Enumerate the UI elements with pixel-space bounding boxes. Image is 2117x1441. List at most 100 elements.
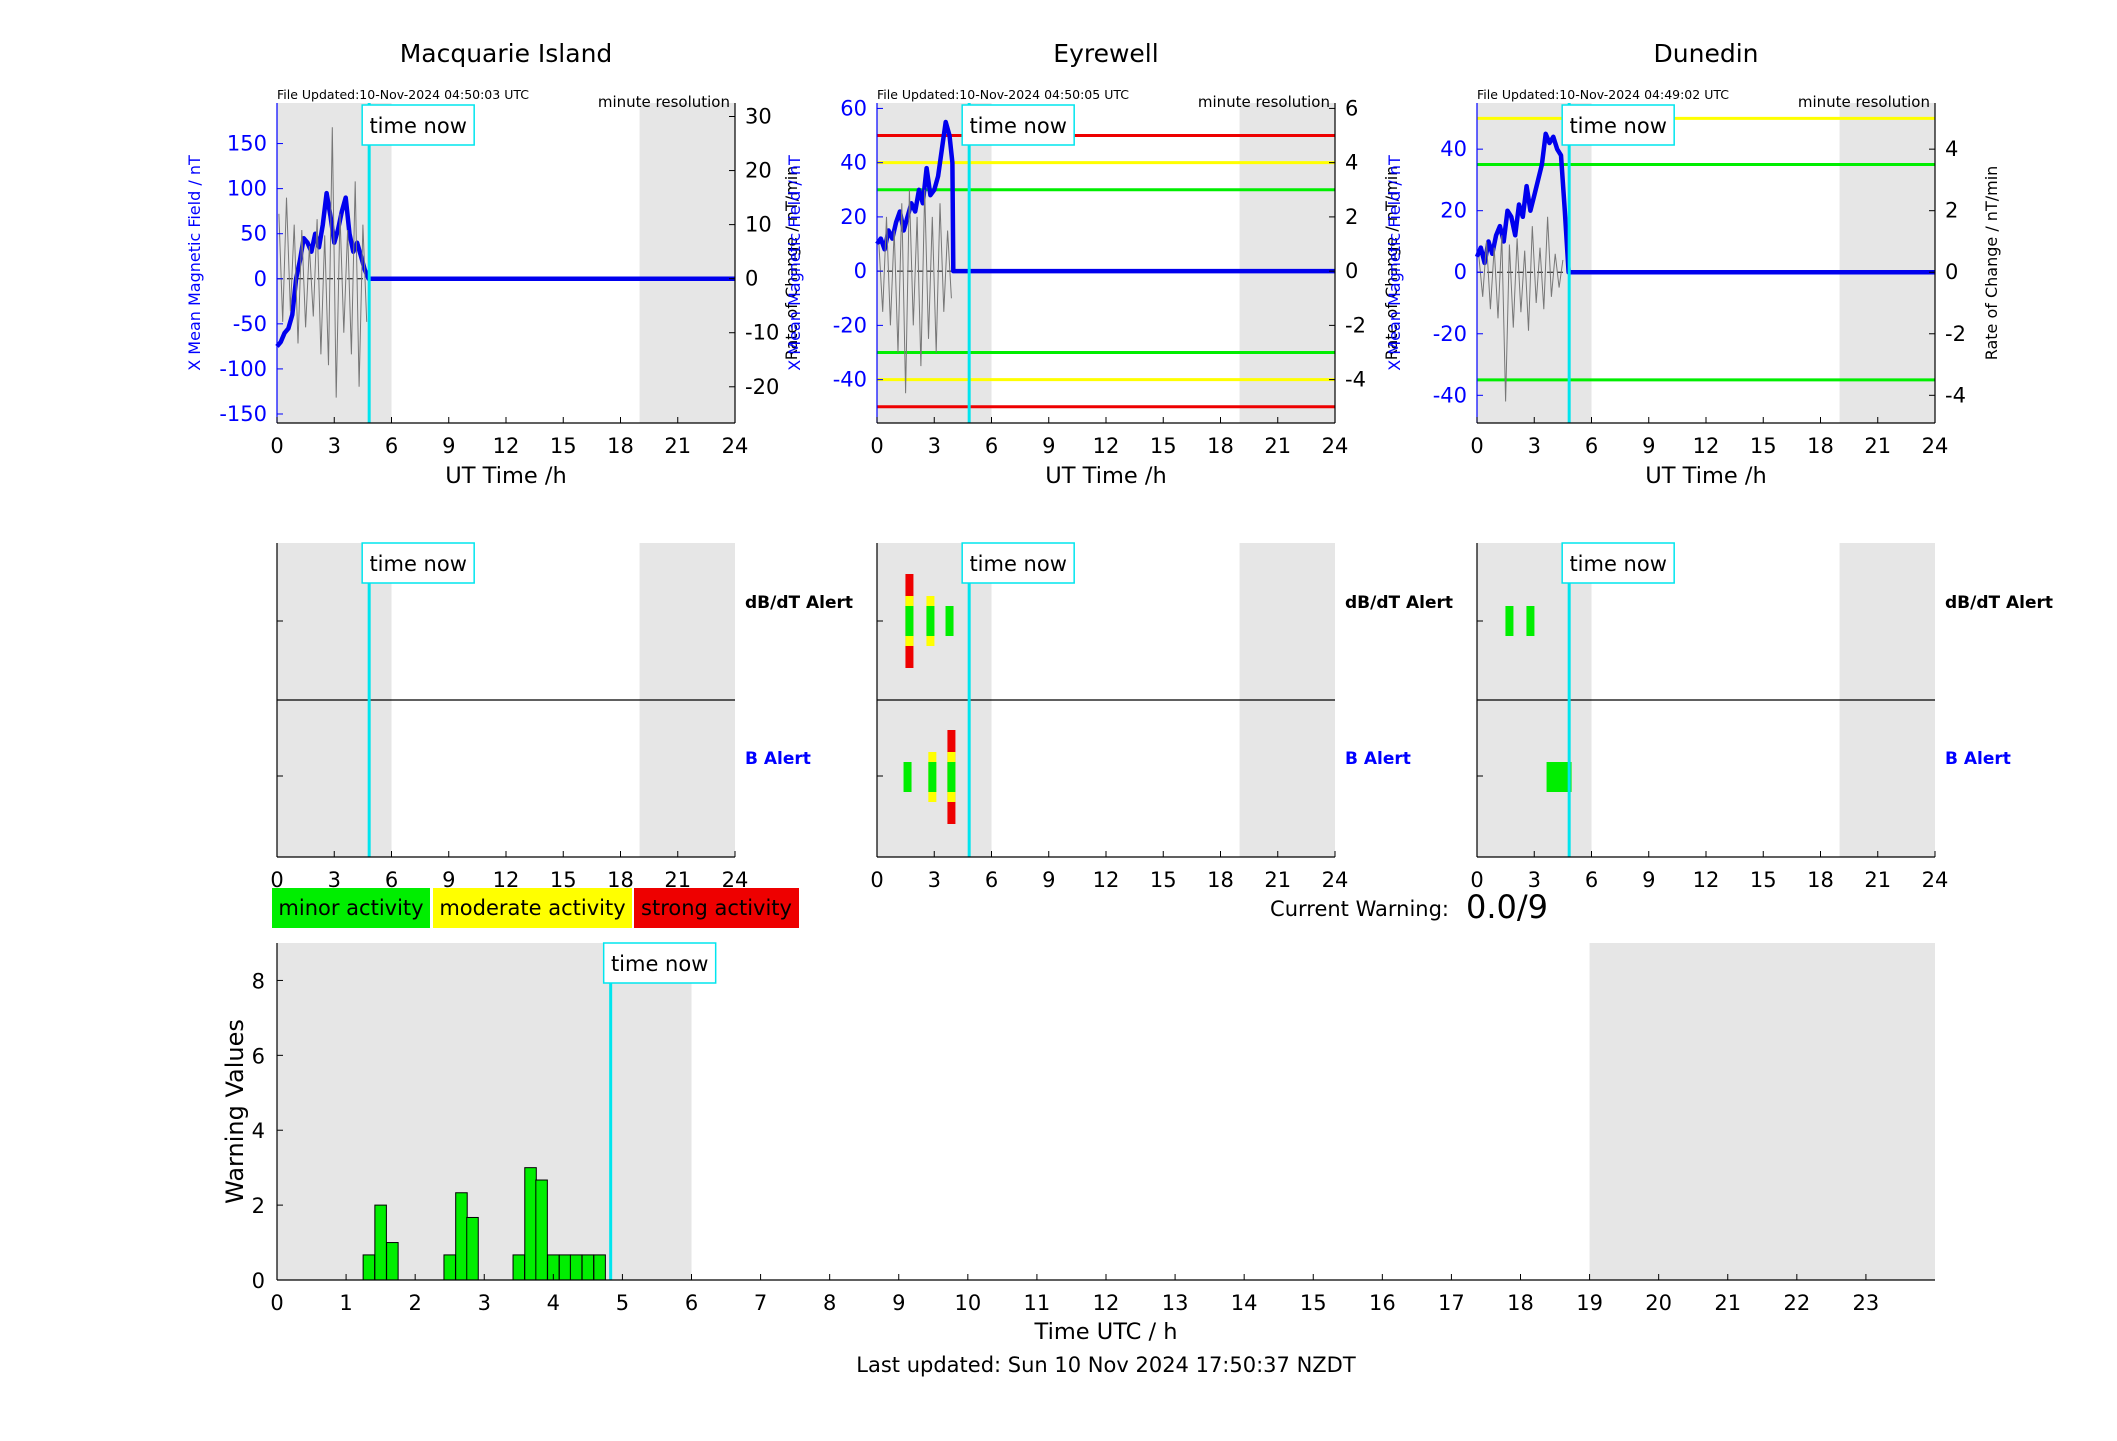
- warning-xtick-label-11: 11: [1024, 1291, 1051, 1315]
- panel-2-alert-xtick-label-3: 9: [1042, 868, 1055, 892]
- panel-1-b-label: B Alert: [745, 749, 811, 769]
- warning-time-now-box: [602, 942, 717, 984]
- warning-xlabel: Time UTC / h: [1034, 1319, 1178, 1345]
- panel-3-b-alert-0-minor: [1546, 762, 1572, 792]
- warning-xtick-label-10: 10: [954, 1291, 981, 1315]
- panel-1-shade-1: [639, 103, 735, 423]
- warning-bar-4: [455, 1192, 468, 1281]
- panel-2-ytick-left-label-4: 40: [840, 151, 867, 175]
- panel-2-b-alert-1-minor: [928, 762, 937, 792]
- warning-xtick-label-2: 2: [408, 1291, 421, 1315]
- panel-1-xtick-label-0: 0: [270, 434, 283, 458]
- panel-1-ytick-left-label-0: -150: [219, 402, 267, 426]
- panel-3-ytick-left-label-1: -20: [1433, 322, 1467, 346]
- panel-2-resolution: minute resolution: [1198, 93, 1330, 111]
- panel-2-ytick-right-label-4: 4: [1345, 151, 1358, 175]
- warning-xtick-label-13: 13: [1162, 1291, 1189, 1315]
- panel-1-xtick-label-4: 12: [493, 434, 520, 458]
- panel-2-alert-time-now-label: time now: [969, 552, 1066, 576]
- panel-3-alert-xtick-label-4: 12: [1693, 868, 1720, 892]
- warning-shade-0: [277, 943, 692, 1280]
- panel-2-x-field-line: [875, 119, 1335, 274]
- panel-2-alert-xtick-label-1: 3: [928, 868, 941, 892]
- panel-1-alert-xtick-label-1: 3: [328, 868, 341, 892]
- panel-2-ytick-left-label-2: 0: [854, 259, 867, 283]
- legend-moderate-label: moderate activity: [439, 896, 625, 920]
- warning-bar-7: [524, 1167, 537, 1281]
- warning-xtick-label-18: 18: [1507, 1291, 1534, 1315]
- current-warning-label: Current Warning:: [1270, 897, 1449, 921]
- panel-2-b-alert-0-minor: [903, 762, 912, 792]
- panel-1-time-now-label: time now: [369, 114, 466, 138]
- panel-3-alert-xtick-label-0: 0: [1470, 868, 1483, 892]
- panel-2-b-alert-2-minor: [947, 762, 956, 792]
- panel-1-xtick-label-1: 3: [328, 434, 341, 458]
- panel-2-title: Eyrewell: [1053, 39, 1158, 68]
- panel-2-ytick-right-label-2: 0: [1345, 259, 1358, 283]
- current-warning-value: 0.0/9: [1466, 888, 1548, 926]
- warning-xtick-label-12: 12: [1093, 1291, 1120, 1315]
- warning-bar-2: [386, 1242, 399, 1281]
- panel-2-time-now-box: [961, 104, 1075, 146]
- warning-bar-6: [512, 1254, 526, 1281]
- panel-3-x-field-line: [1474, 131, 1935, 275]
- panel-1-xtick-label-6: 18: [607, 434, 634, 458]
- panel-2-ytick-right-label-1: -2: [1345, 313, 1366, 337]
- panel-2-ytick-right-label-5: 6: [1345, 96, 1358, 120]
- panel-2-ytick-left-label-1: -20: [833, 313, 867, 337]
- panel-1-ylabel-left: X Mean Magnetic Field / nT: [185, 155, 204, 371]
- warning-xtick-label-9: 9: [892, 1291, 905, 1315]
- panel-2-ytick-left-label-5: 60: [840, 96, 867, 120]
- warning-xtick-label-5: 5: [616, 1291, 629, 1315]
- warning-xtick-label-1: 1: [339, 1291, 352, 1315]
- panel-1-dbdt-label: dB/dT Alert: [745, 593, 853, 613]
- panel-3-xlabel: UT Time /h: [1645, 463, 1766, 489]
- panel-2-ytick-right-label-0: -4: [1345, 368, 1366, 392]
- warning-xtick-label-15: 15: [1300, 1291, 1327, 1315]
- panel-1-title: Macquarie Island: [400, 39, 613, 68]
- panel-2-xtick-label-6: 18: [1207, 434, 1234, 458]
- warning-time-now-label: time now: [611, 952, 708, 976]
- panel-3-dbdt-alert-1-minor: [1526, 606, 1535, 636]
- panel-2-xlabel: UT Time /h: [1045, 463, 1166, 489]
- panel-3-ytick-right-label-0: -4: [1945, 383, 1966, 407]
- panel-3-ytick-right-label-2: 0: [1945, 260, 1958, 284]
- panel-1-file-updated: File Updated:10-Nov-2024 04:50:03 UTC: [277, 87, 529, 102]
- last-updated-text: Last updated: Sun 10 Nov 2024 17:50:37 N…: [856, 1353, 1356, 1377]
- panel-1-ytick-right-label-0: -20: [745, 375, 779, 399]
- panel-1-xlabel: UT Time /h: [445, 463, 566, 489]
- panel-1-ytick-right-label-4: 20: [745, 159, 772, 183]
- panel-2-alert-xtick-label-8: 24: [1322, 868, 1349, 892]
- panel-1-ytick-left-label-4: 50: [240, 222, 267, 246]
- panel-1-ylabel-right: Rate of Change / nT/min: [782, 166, 801, 361]
- panel-3-xtick-label-8: 24: [1922, 434, 1949, 458]
- panel-3-dbdt-alert-0-minor: [1505, 606, 1514, 636]
- panel-3-ylabel-left: X Mean Magnetic Field / nT: [1385, 155, 1404, 371]
- panel-3-xtick-label-7: 21: [1864, 434, 1891, 458]
- panel-1-alert-time-now-label: time now: [369, 552, 466, 576]
- panel-3-xtick-label-1: 3: [1528, 434, 1541, 458]
- panel-3-ytick-right-label-4: 4: [1945, 137, 1958, 161]
- panel-3-resolution: minute resolution: [1798, 93, 1930, 111]
- warning-xtick-label-4: 4: [547, 1291, 560, 1315]
- legend-moderate-swatch: [433, 888, 632, 928]
- panel-3-ytick-right-label-3: 2: [1945, 199, 1958, 223]
- warning-bar-13: [593, 1254, 606, 1281]
- panel-1-xtick-label-8: 24: [722, 434, 749, 458]
- panel-2-file-updated: File Updated:10-Nov-2024 04:50:05 UTC: [877, 87, 1129, 102]
- warning-bar-0: [362, 1254, 376, 1281]
- panel-2-xtick-label-3: 9: [1042, 434, 1055, 458]
- panel-2-time-now-label: time now: [969, 114, 1066, 138]
- panel-1-ytick-right-label-1: -10: [745, 321, 779, 345]
- panel-2-alert-time-now-box: [961, 542, 1075, 584]
- panel-2-xtick-label-2: 6: [985, 434, 998, 458]
- panel-2-ylabel-left: X Mean Magnetic Field / nT: [785, 155, 804, 371]
- panel-1-ytick-left-label-3: 0: [254, 267, 267, 291]
- panel-1-ytick-left-label-5: 100: [227, 177, 267, 201]
- panel-2-alert-xtick-label-6: 18: [1207, 868, 1234, 892]
- panel-1-ytick-left-label-6: 150: [227, 132, 267, 156]
- panel-3-title: Dunedin: [1654, 39, 1759, 68]
- panel-3-xtick-label-2: 6: [1585, 434, 1598, 458]
- panel-1-ytick-left-label-1: -100: [219, 357, 267, 381]
